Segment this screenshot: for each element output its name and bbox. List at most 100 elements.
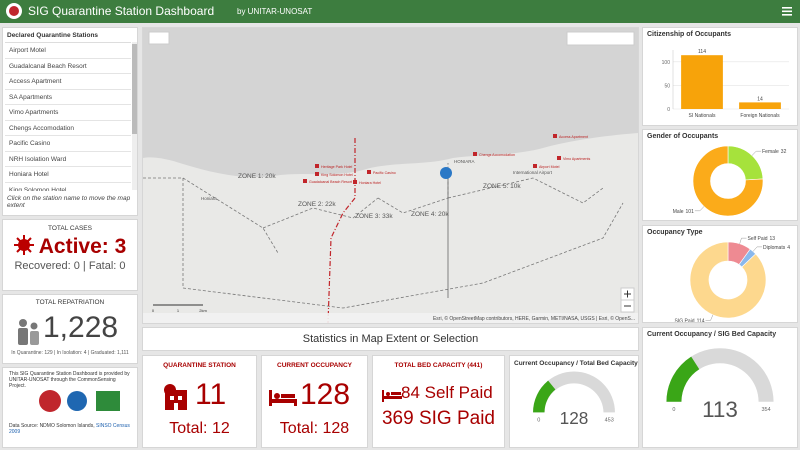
chart-title: Citizenship of Occupants xyxy=(647,31,732,38)
about-text: This SIG Quarantine Station Dashboard is… xyxy=(9,371,130,389)
station-label: Airport Motel xyxy=(539,165,560,169)
gauge-min: 0 xyxy=(672,407,675,413)
zoom-out[interactable] xyxy=(620,299,635,313)
label-value: 13 xyxy=(770,236,776,242)
station-label: Vimo Apartments xyxy=(563,157,591,161)
station-item[interactable]: NRH Isolation Ward xyxy=(5,152,131,167)
station-item[interactable]: Vimo Apartments xyxy=(5,105,131,121)
quarantine-card: QUARANTINE STATION 11 Total: 12 xyxy=(142,355,257,448)
label-value: 32 xyxy=(781,149,787,155)
map: ZONE 1: 20k ZONE 2: 22k ZONE 3: 33k ZONE 4:… xyxy=(143,28,638,323)
stations-panel: Declared Quarantine Stations Airport Mot… xyxy=(2,27,138,216)
station-marker[interactable] xyxy=(367,170,371,174)
capacity-line: 84 Self Paid xyxy=(401,383,493,402)
capacity-card: TOTAL BED CAPACITY (441) 84 Self Paid 36… xyxy=(372,355,505,448)
station-item[interactable]: Pacific Casino xyxy=(5,136,131,152)
label-name: Female xyxy=(762,149,779,155)
leader-line xyxy=(739,237,747,244)
zone-label: ZONE 1: 20k xyxy=(238,173,276,180)
gauge-track xyxy=(533,371,615,413)
zone-label: ZONE 5: 10k xyxy=(483,183,521,190)
station-item[interactable]: King Solomon Hotel xyxy=(5,183,131,192)
station-marker[interactable] xyxy=(473,152,477,156)
about-source: Data Source: NDMO Solomon Islands, SINSO… xyxy=(9,423,137,435)
stations-hint: Click on the station name to move the ma… xyxy=(7,195,131,209)
cases-panel: TOTAL CASES Active: 3 Recovered: 0 | Fat… xyxy=(2,219,138,291)
capacity-gauge-panel: Current Occupancy / SIG Bed Capacity 113… xyxy=(642,327,798,448)
station-item[interactable]: Airport Motel xyxy=(5,43,131,59)
boundary-line xyxy=(327,138,356,323)
repatriation-total: 1,228 xyxy=(43,311,119,344)
value-label: 14 xyxy=(757,96,763,102)
slice-label: Female 32 xyxy=(762,149,786,155)
station-label: Heritage Park Hotel xyxy=(321,165,353,169)
station-marker[interactable] xyxy=(303,179,307,183)
y-tick-label: 0 xyxy=(667,107,670,113)
station-marker[interactable] xyxy=(533,164,537,168)
stats-bar: Statistics in Map Extent or Selection xyxy=(142,327,639,351)
station-marker[interactable] xyxy=(553,134,557,138)
value-label: 114 xyxy=(698,49,706,55)
gauge-min: 0 xyxy=(537,417,540,423)
station-item[interactable]: Honiara Hotel xyxy=(5,167,131,183)
selected-station[interactable] xyxy=(440,167,452,179)
y-tick-label: 100 xyxy=(662,60,671,66)
station-marker[interactable] xyxy=(315,172,319,176)
bed-icon xyxy=(382,390,402,402)
chart-title: Current Occupancy / SIG Bed Capacity xyxy=(647,331,777,338)
slice xyxy=(692,145,764,217)
station-marker[interactable] xyxy=(353,180,357,184)
sea xyxy=(143,28,638,178)
station-marker[interactable] xyxy=(315,164,319,168)
header-title: SIG Quarantine Station Dashboard xyxy=(28,4,215,18)
gauge-max: 453 xyxy=(605,417,614,423)
stations-list: Airport Motel Guadalcanal Beach Resort Acc… xyxy=(5,42,131,191)
map-toolbar xyxy=(148,31,635,46)
chart-title: Current Occupancy / Total Bed Capacity xyxy=(514,360,638,367)
people-icon xyxy=(18,319,39,345)
station-label: Guadalcanal Beach Resort xyxy=(309,180,352,184)
bar xyxy=(739,102,781,109)
header-subtitle: by UNITAR-UNOSAT xyxy=(237,7,313,16)
menu-button[interactable] xyxy=(782,6,792,16)
label-name: Self Paid xyxy=(747,236,767,242)
stats-title: Statistics in Map Extent or Selection xyxy=(302,333,479,345)
station-item[interactable]: SA Apartments xyxy=(5,90,131,105)
gauge-number: 128 xyxy=(560,408,589,428)
leader-line xyxy=(705,314,714,321)
slice-label: Self Paid 13 xyxy=(747,236,775,242)
bar xyxy=(681,55,723,109)
station-label: Honiara Hotel xyxy=(359,181,381,185)
station-item[interactable]: Access Apartment xyxy=(5,74,131,90)
about-panel: This SIG Quarantine Station Dashboard is… xyxy=(2,367,138,448)
card-value: 128 xyxy=(300,378,351,411)
place-label: Honiara xyxy=(201,196,217,201)
station-item[interactable]: Guadalcanal Beach Resort xyxy=(5,59,131,74)
scale-label: 0 xyxy=(152,308,155,313)
gauge: 128 0 453 xyxy=(533,371,615,428)
label-name: SIG Paid xyxy=(675,318,695,322)
chart-title: Occupancy Type xyxy=(647,229,703,236)
gender-panel: Gender of Occupants Female 32 Male 101 xyxy=(642,129,798,221)
chart-title: Gender of Occupants xyxy=(647,133,719,140)
scrollbar[interactable] xyxy=(132,42,137,190)
card-title: CURRENT OCCUPANCY xyxy=(277,362,352,369)
slice-label: Male 101 xyxy=(673,209,694,215)
zone-label: ZONE 3: 33k xyxy=(355,213,393,220)
active-cases: Active: 3 xyxy=(3,235,137,259)
gauge: 113 0 354 xyxy=(666,348,774,422)
station-label: Chengs Accomodation xyxy=(479,153,515,157)
zone-label: ZONE 4: 20k xyxy=(411,211,449,218)
place-label: HONIARA xyxy=(454,159,475,164)
station-marker[interactable] xyxy=(557,156,561,160)
label-name: Diplomats xyxy=(763,245,786,251)
zoom-in[interactable] xyxy=(620,287,635,301)
station-item[interactable]: Chengs Accomodation xyxy=(5,121,131,136)
source-link[interactable]: SINSO Census 2009 xyxy=(9,423,130,435)
bed-icon xyxy=(269,390,297,406)
stats-gauge-card: Current Occupancy / Total Bed Capacity 1… xyxy=(509,355,639,448)
cases-detail: Recovered: 0 | Fatal: 0 xyxy=(14,260,126,272)
donut-chart: Self Paid 13 Diplomats 4 SIG Paid 114 xyxy=(675,236,791,322)
gauge-value xyxy=(533,380,556,413)
